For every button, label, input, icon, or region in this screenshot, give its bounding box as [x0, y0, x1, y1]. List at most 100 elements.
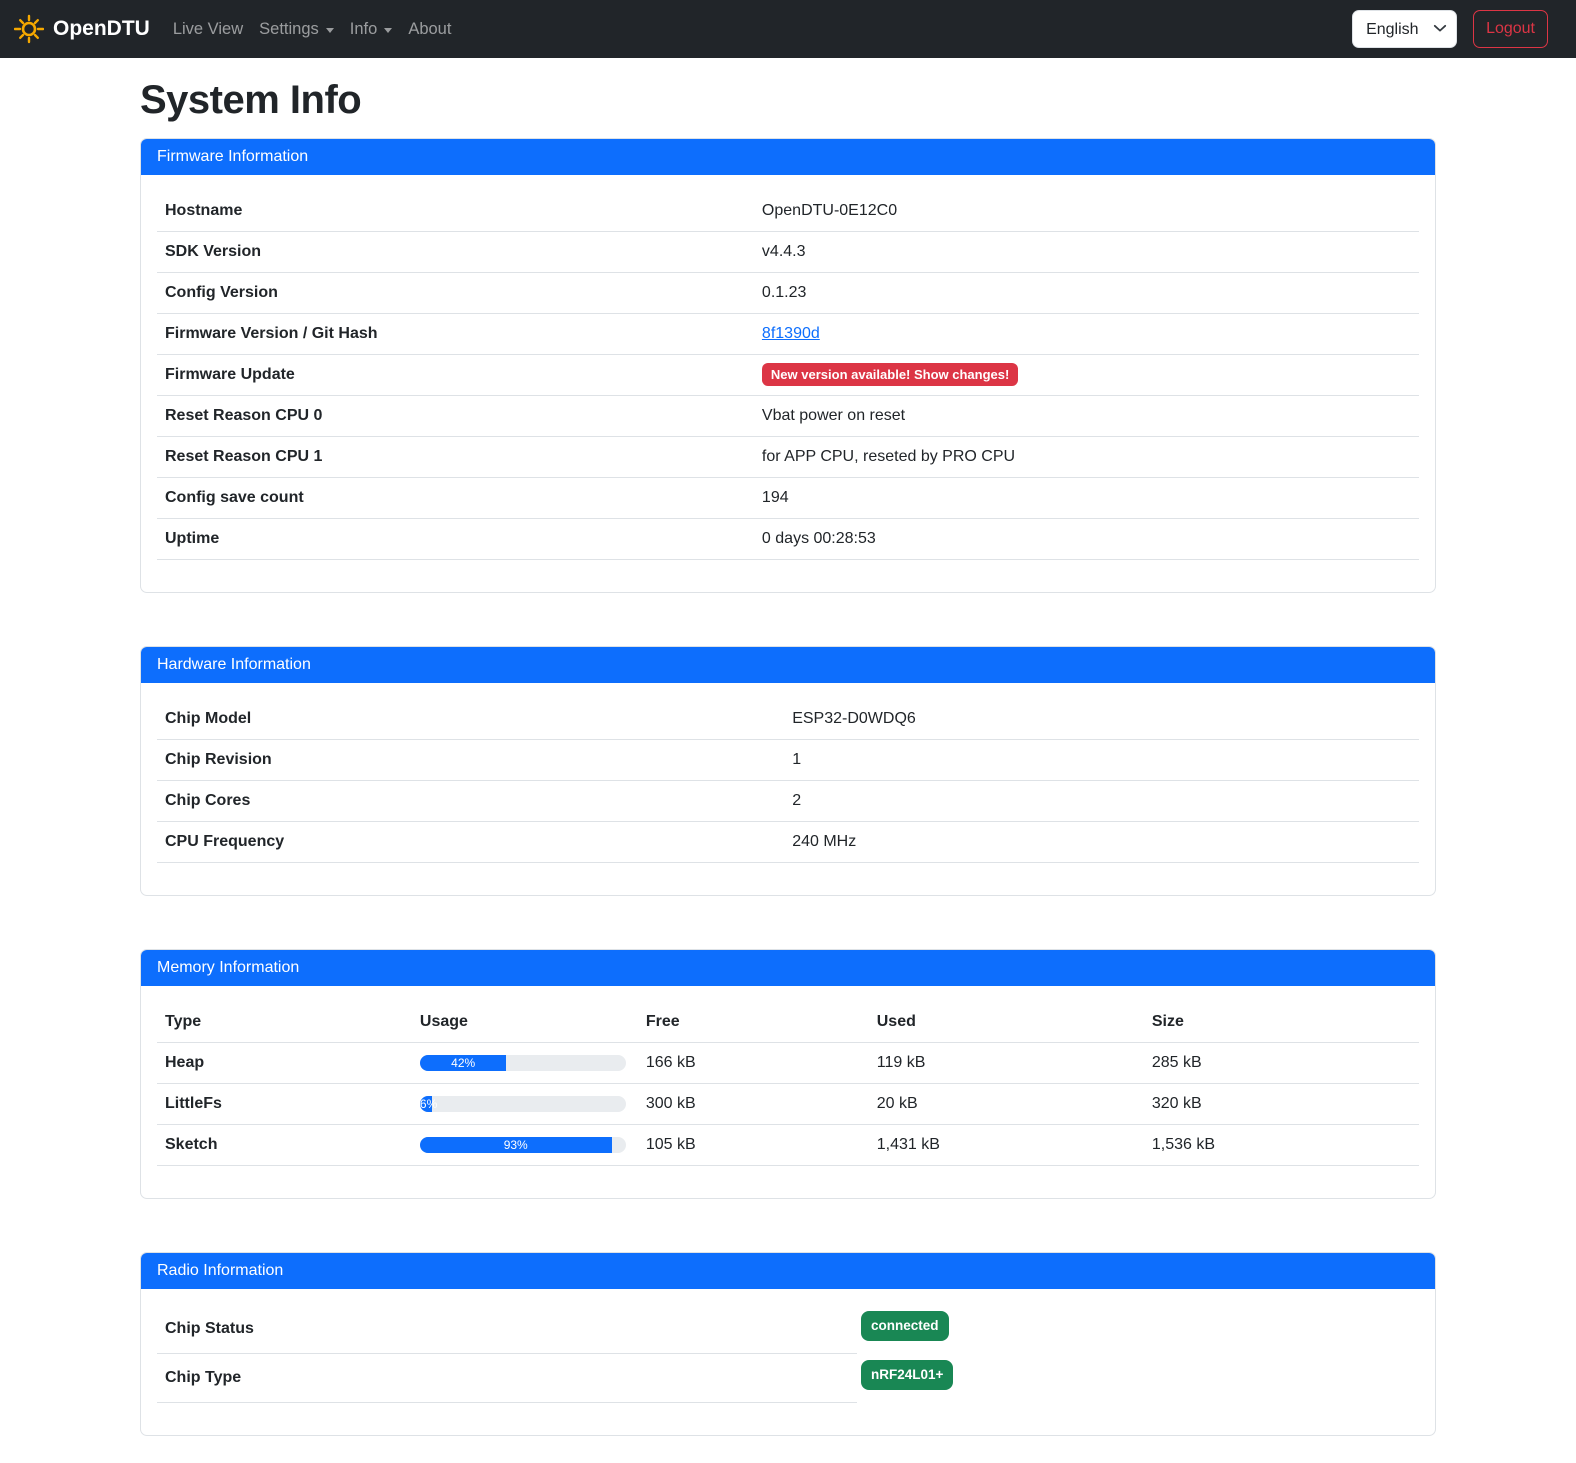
row-value: ESP32-D0WDQ6 — [784, 699, 1419, 740]
row-label: Reset Reason CPU 0 — [157, 395, 754, 437]
brand-label: OpenDTU — [53, 17, 150, 40]
table-row: Config save count 194 — [157, 477, 1419, 519]
row-value: v4.4.3 — [753, 231, 1419, 273]
git-hash-link[interactable]: 8f1390d — [761, 325, 820, 342]
table-row: Firmware Update New version available! S… — [157, 354, 1419, 396]
language-select-wrapper: English — [1352, 10, 1458, 48]
nav-item-label: Settings — [259, 19, 319, 38]
hardware-card-header: Hardware Information — [141, 647, 1435, 683]
hardware-card: Hardware Information Chip Model ESP32-D0… — [140, 646, 1436, 896]
memory-card: Memory Information Type Usage Free Used … — [140, 949, 1436, 1199]
progress-label: 42% — [451, 1056, 476, 1070]
memory-free: 166 kB — [637, 1042, 869, 1084]
table-row: Reset Reason CPU 1 for APP CPU, reseted … — [157, 436, 1419, 478]
progress-label: 6% — [419, 1097, 438, 1111]
row-label: Config save count — [157, 477, 754, 519]
table-row: Sketch 93% 105 kB 1,431 kB 1,536 kB — [157, 1124, 1419, 1166]
sketch-progress-bar: 93% — [419, 1137, 612, 1153]
column-header: Free — [637, 1002, 869, 1043]
row-value: 8f1390d — [753, 313, 1419, 355]
page-title: System Info — [140, 78, 362, 122]
language-select[interactable]: English — [1352, 10, 1458, 48]
logout-button[interactable]: Logout — [1473, 10, 1548, 48]
chip-type-badge: nRF24L01+ — [861, 1360, 954, 1390]
table-row: Hostname OpenDTU-0E12C0 — [157, 191, 1419, 232]
memory-used: 119 kB — [868, 1042, 1144, 1084]
nav-item-label: About — [408, 19, 452, 38]
row-label: SDK Version — [157, 231, 754, 273]
column-header: Used — [868, 1002, 1144, 1043]
radio-card: Radio Information Chip Status connected … — [140, 1252, 1436, 1436]
row-value: 194 — [753, 477, 1419, 519]
row-label: Chip Status — [157, 1305, 857, 1354]
nav-item-settings[interactable]: Settings — [251, 12, 342, 47]
nav-item-about[interactable]: About — [400, 12, 459, 47]
row-label: Firmware Version / Git Hash — [157, 313, 754, 355]
row-label: Chip Type — [157, 1354, 857, 1403]
row-value: for APP CPU, reseted by PRO CPU — [753, 436, 1419, 478]
table-row: LittleFs 6% 300 kB 20 kB 320 kB — [157, 1083, 1419, 1125]
memory-size: 320 kB — [1143, 1083, 1419, 1125]
table-row: Uptime 0 days 00:28:53 — [157, 518, 1419, 560]
row-label: Config Version — [157, 272, 754, 314]
memory-used: 20 kB — [868, 1083, 1144, 1125]
table-row: Config Version 0.1.23 — [157, 272, 1419, 314]
table-row: Chip Model ESP32-D0WDQ6 — [157, 699, 1419, 740]
row-label: Firmware Update — [157, 354, 754, 396]
firmware-table: Hostname OpenDTU-0E12C0 SDK Version v4.4… — [157, 191, 1419, 560]
row-label: Chip Revision — [157, 739, 785, 781]
littlefs-progress-track: 6% — [419, 1096, 626, 1112]
firmware-card: Firmware Information Hostname OpenDTU-0E… — [140, 138, 1436, 593]
row-value: 1 — [784, 739, 1419, 781]
heap-progress-track: 42% — [419, 1055, 626, 1071]
table-row: Firmware Version / Git Hash 8f1390d — [157, 313, 1419, 355]
table-row: Reset Reason CPU 0 Vbat power on reset — [157, 395, 1419, 437]
row-label: CPU Frequency — [157, 821, 785, 863]
table-row: Chip Status connected — [157, 1305, 1419, 1354]
heap-progress-bar: 42% — [419, 1055, 507, 1071]
main-container: System Info Firmware Information Hostnam… — [140, 78, 1436, 1436]
row-label: Chip Model — [157, 699, 785, 740]
littlefs-progress-bar: 6% — [419, 1096, 438, 1112]
chevron-down-icon — [384, 27, 393, 33]
table-row: SDK Version v4.4.3 — [157, 231, 1419, 273]
memory-size: 285 kB — [1143, 1042, 1419, 1084]
memory-free: 300 kB — [637, 1083, 869, 1125]
chip-status-badge: connected — [861, 1311, 949, 1341]
row-label: Chip Cores — [157, 780, 785, 822]
sun-icon — [14, 14, 44, 44]
nav-item-label: Live View — [172, 19, 244, 38]
row-value: Vbat power on reset — [753, 395, 1419, 437]
table-row: Chip Revision 1 — [157, 739, 1419, 781]
memory-free: 105 kB — [637, 1124, 869, 1166]
column-header: Usage — [411, 1002, 638, 1043]
row-value: OpenDTU-0E12C0 — [753, 191, 1419, 232]
nav-item-live-view[interactable]: Live View — [165, 12, 251, 47]
table-row: Chip Cores 2 — [157, 780, 1419, 822]
row-label: Uptime — [157, 518, 754, 560]
memory-type: Sketch — [157, 1124, 412, 1166]
row-value: 0.1.23 — [753, 272, 1419, 314]
table-row: Chip Type nRF24L01+ — [157, 1354, 1419, 1403]
top-navbar: OpenDTU Live View Settings Info About En… — [0, 0, 1576, 58]
row-value: New version available! Show changes! — [753, 354, 1419, 396]
firmware-update-badge[interactable]: New version available! Show changes! — [761, 363, 1019, 386]
row-label: Reset Reason CPU 1 — [157, 436, 754, 478]
memory-size: 1,536 kB — [1143, 1124, 1419, 1166]
memory-type: Heap — [157, 1042, 412, 1084]
hardware-table: Chip Model ESP32-D0WDQ6 Chip Revision 1 … — [157, 699, 1419, 863]
navbar-brand[interactable]: OpenDTU — [14, 14, 150, 44]
table-header-row: Type Usage Free Used Size — [157, 1002, 1419, 1043]
nav-item-label: Info — [349, 19, 378, 38]
sketch-progress-track: 93% — [419, 1137, 626, 1153]
nav-links: Live View Settings Info About — [165, 12, 1352, 47]
memory-type: LittleFs — [157, 1083, 412, 1125]
row-label: Hostname — [157, 191, 754, 232]
column-header: Type — [157, 1002, 412, 1043]
row-value: 2 — [784, 780, 1419, 822]
nav-item-info[interactable]: Info — [342, 12, 401, 47]
memory-used: 1,431 kB — [868, 1124, 1144, 1166]
radio-table: Chip Status connected Chip Type nRF24L01… — [157, 1305, 1419, 1403]
memory-card-header: Memory Information — [141, 950, 1435, 986]
firmware-card-header: Firmware Information — [141, 139, 1435, 175]
